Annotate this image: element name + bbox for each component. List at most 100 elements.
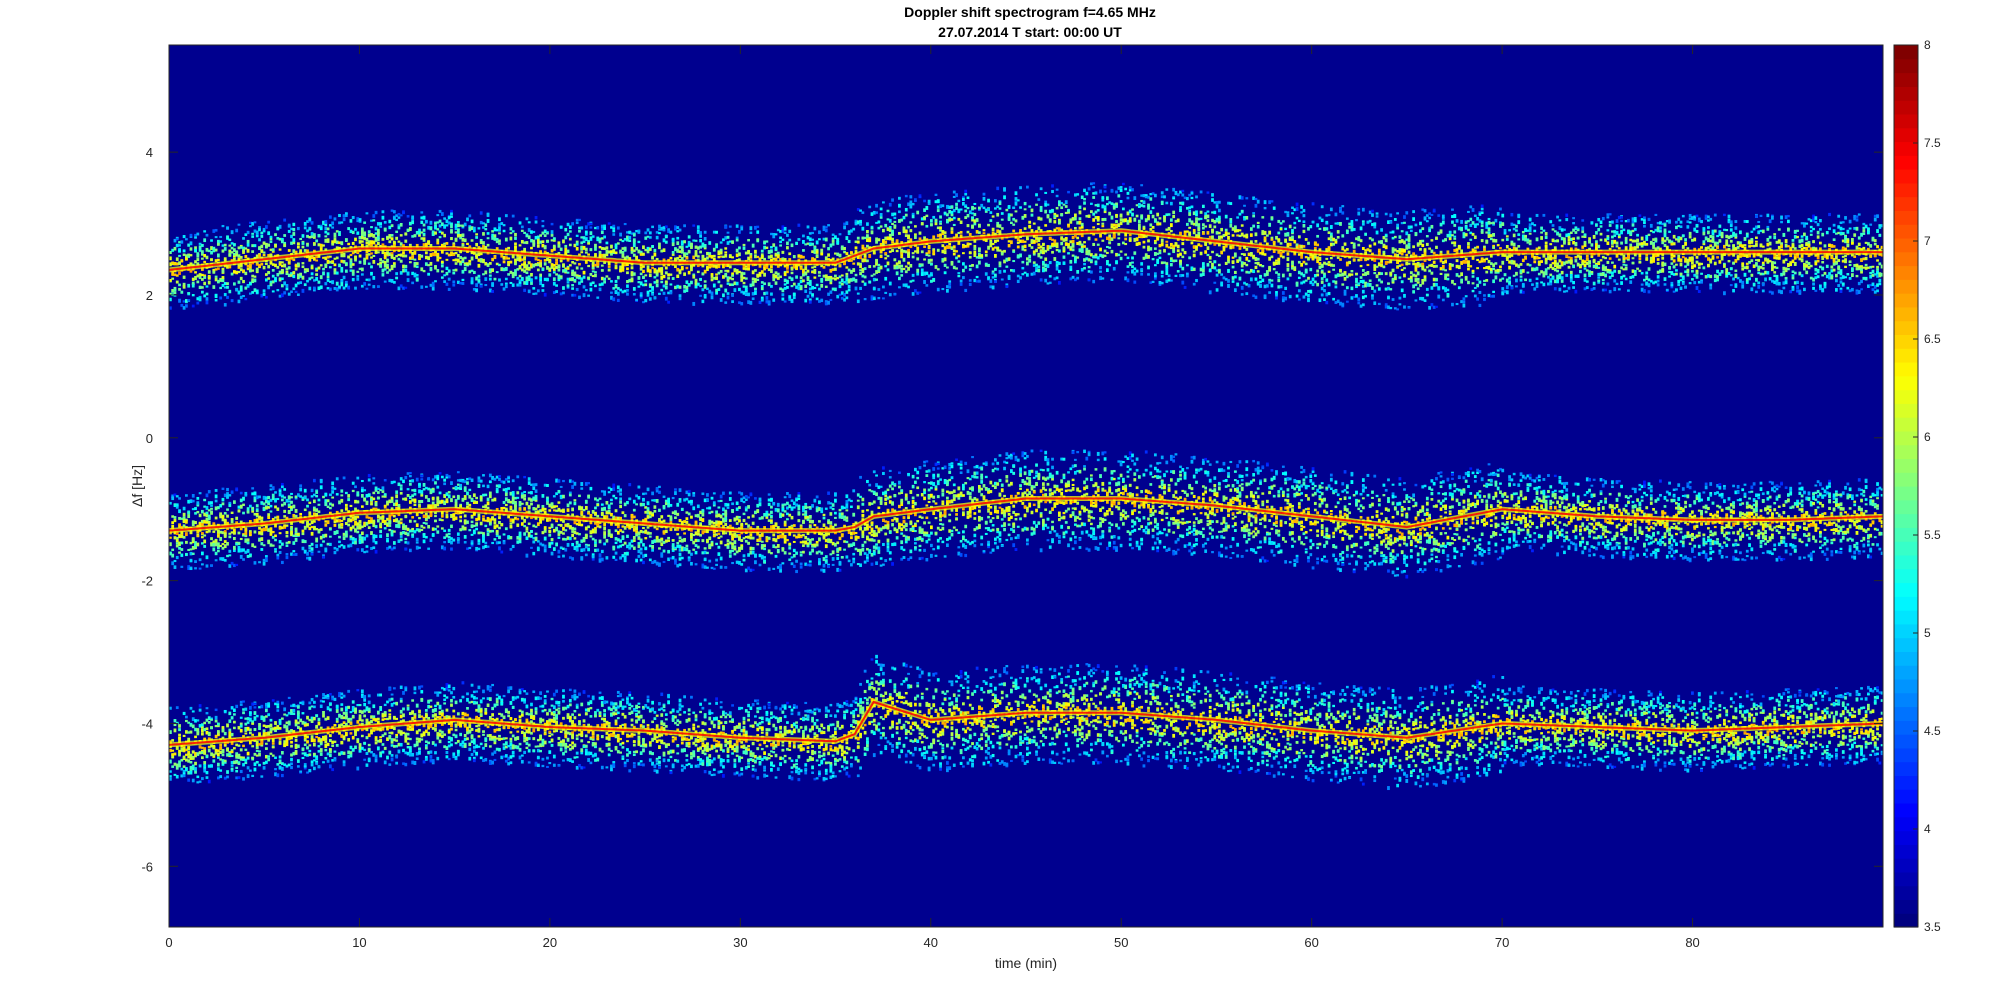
spectral-speckle xyxy=(390,264,394,267)
spectral-speckle xyxy=(840,247,844,251)
spectral-speckle xyxy=(383,251,387,256)
spectral-speckle xyxy=(696,246,700,250)
spectral-speckle xyxy=(370,252,373,255)
spectral-speckle xyxy=(374,210,378,215)
spectral-speckle xyxy=(555,290,559,294)
spectral-speckle xyxy=(1268,230,1272,235)
spectral-speckle xyxy=(527,266,531,270)
spectral-speckle xyxy=(1359,264,1363,268)
spectral-speckle xyxy=(566,222,570,227)
spectral-speckle xyxy=(1085,252,1089,256)
spectral-speckle xyxy=(1380,263,1384,267)
spectral-speckle xyxy=(959,279,963,283)
spectral-speckle xyxy=(607,261,611,266)
spectral-speckle xyxy=(397,257,401,261)
spectral-speckle xyxy=(267,243,271,247)
spectral-speckle xyxy=(194,233,197,237)
spectral-speckle xyxy=(1119,199,1123,203)
spectral-speckle xyxy=(660,280,664,284)
spectral-speckle xyxy=(968,251,972,255)
spectral-speckle xyxy=(200,250,204,254)
spectral-speckle xyxy=(811,238,814,241)
spectral-speckle xyxy=(1263,238,1267,243)
spectral-speckle xyxy=(1087,252,1091,256)
spectral-speckle xyxy=(676,284,680,289)
spectral-speckle xyxy=(806,278,810,282)
spectral-speckle xyxy=(228,265,232,269)
spectral-speckle xyxy=(829,275,833,279)
spectral-speckle xyxy=(1291,231,1294,235)
spectral-speckle xyxy=(388,234,392,238)
spectral-speckle xyxy=(699,231,702,235)
spectral-speckle xyxy=(1352,295,1356,299)
spectral-speckle xyxy=(232,243,236,247)
spectral-speckle xyxy=(939,215,942,219)
spectral-speckle xyxy=(1387,286,1390,291)
spectral-speckle xyxy=(1105,251,1109,254)
spectral-speckle xyxy=(564,247,568,252)
spectral-speckle xyxy=(600,237,604,240)
spectral-speckle xyxy=(1158,249,1162,252)
spectral-speckle xyxy=(1213,201,1217,204)
spectral-speckle xyxy=(1339,207,1342,210)
spectral-speckle xyxy=(939,229,942,232)
spectral-speckle xyxy=(578,276,581,280)
spectral-speckle xyxy=(978,224,981,228)
spectral-speckle xyxy=(1142,225,1146,229)
spectral-speckle xyxy=(598,245,602,249)
spectral-speckle xyxy=(285,270,289,275)
spectral-speckle xyxy=(598,287,602,292)
spectral-speckle xyxy=(1137,219,1141,224)
spectral-speckle xyxy=(354,227,357,231)
spectral-speckle xyxy=(1247,284,1251,288)
spectral-speckle xyxy=(1373,267,1377,271)
spectral-speckle xyxy=(893,224,897,228)
spectral-speckle xyxy=(1329,238,1333,242)
spectral-speckle xyxy=(269,235,273,239)
spectral-speckle xyxy=(182,300,186,303)
spectral-speckle xyxy=(948,280,952,283)
spectral-speckle xyxy=(1153,252,1157,256)
spectral-speckle xyxy=(527,275,531,278)
spectral-speckle xyxy=(989,239,993,243)
spectral-speckle xyxy=(262,251,266,254)
spectral-speckle xyxy=(504,256,508,260)
spectral-speckle xyxy=(1172,244,1176,248)
spectral-speckle xyxy=(1240,209,1244,213)
spectral-speckle xyxy=(226,285,229,289)
spectral-speckle xyxy=(226,226,229,230)
spectral-speckle xyxy=(671,242,675,247)
spectral-speckle xyxy=(1231,280,1235,283)
spectral-speckle xyxy=(964,204,968,208)
spectral-speckle xyxy=(468,227,472,232)
spectral-speckle xyxy=(552,281,556,286)
spectral-speckle xyxy=(813,276,817,279)
spectral-speckle xyxy=(374,250,378,254)
spectral-speckle xyxy=(1064,237,1068,242)
spectral-speckle xyxy=(445,258,449,261)
spectral-speckle xyxy=(1377,278,1381,282)
spectral-speckle xyxy=(280,261,284,264)
spectral-speckle xyxy=(834,287,837,292)
spectral-speckle xyxy=(838,284,842,289)
spectral-speckle xyxy=(678,285,682,289)
spectral-speckle xyxy=(301,241,305,245)
spectral-speckle xyxy=(232,257,236,261)
spectral-speckle xyxy=(1393,276,1397,280)
spectral-speckle xyxy=(351,216,355,220)
spectral-speckle xyxy=(1101,218,1105,222)
spectral-speckle xyxy=(1302,229,1306,234)
spectral-speckle xyxy=(1000,218,1004,221)
spectral-speckle xyxy=(422,243,426,247)
spectral-speckle xyxy=(936,287,940,292)
spectral-speckle xyxy=(902,215,906,220)
spectral-speckle xyxy=(541,240,545,243)
spectral-speckle xyxy=(251,280,255,284)
spectral-speckle xyxy=(1311,277,1315,282)
spectral-speckle xyxy=(557,274,561,278)
spectral-speckle xyxy=(904,265,908,268)
spectral-speckle xyxy=(392,256,396,260)
spectral-speckle xyxy=(655,270,659,274)
spectral-speckle xyxy=(237,290,241,295)
spectral-speckle xyxy=(1366,257,1370,261)
